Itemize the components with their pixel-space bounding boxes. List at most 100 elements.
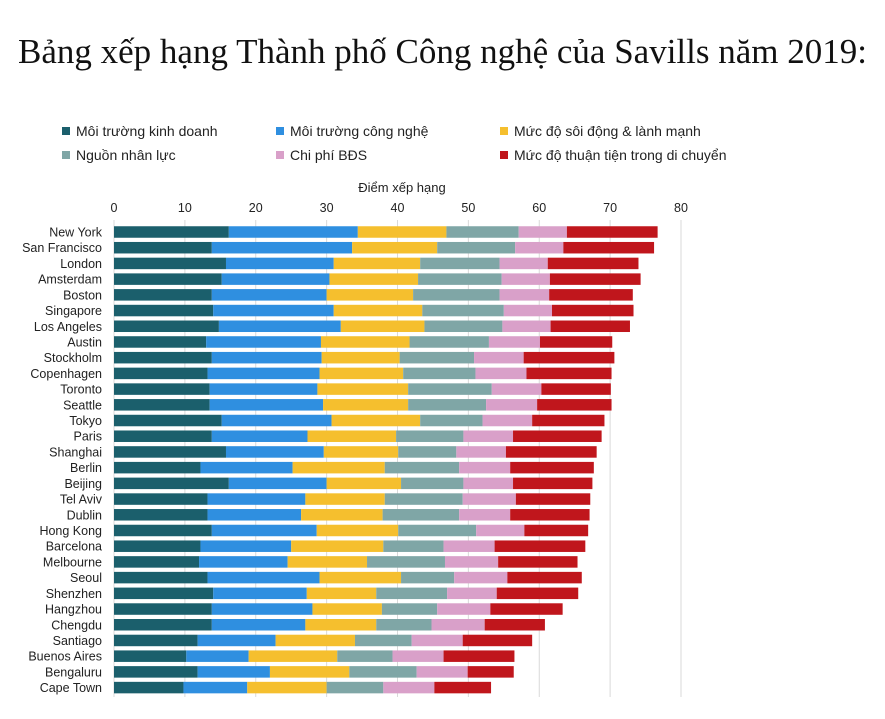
legend-item: Môi trường công nghệ — [276, 122, 428, 140]
bar-segment — [316, 524, 399, 537]
bar-segment — [376, 587, 448, 600]
bar-segment — [409, 336, 489, 348]
bar-segment — [248, 650, 338, 662]
bar-segment — [537, 399, 612, 411]
bar-segment — [301, 509, 383, 521]
bar-segment — [292, 461, 385, 474]
bar-segment — [467, 666, 514, 678]
bar-segment — [114, 571, 208, 584]
bar-segment — [329, 273, 419, 285]
bar-segment — [197, 666, 270, 678]
bar-segment — [459, 509, 511, 521]
bar-segment — [114, 320, 219, 333]
bar-segment — [114, 477, 229, 490]
bar-segment — [392, 650, 444, 662]
bar-segment — [199, 556, 288, 568]
bar-segment — [499, 289, 550, 301]
bar-segment — [323, 399, 409, 411]
legend-swatch — [62, 127, 70, 135]
bar-segment — [422, 304, 504, 317]
legend-item: Nguồn nhân lực — [62, 146, 176, 164]
bar-segment — [431, 619, 485, 631]
category-label: Santiago — [53, 634, 102, 648]
bar-segment — [114, 414, 222, 427]
bar-segment — [197, 634, 276, 647]
bar-segment — [437, 603, 491, 615]
legend-label: Môi trường kinh doanh — [76, 123, 218, 139]
x-tick-label: 30 — [320, 201, 334, 215]
bar-segment — [114, 587, 214, 600]
x-tick-label: 50 — [461, 201, 475, 215]
bar-segment — [490, 603, 563, 615]
category-label: San Francisco — [22, 241, 102, 255]
bar-segment — [114, 446, 226, 458]
bar-segment — [463, 477, 514, 490]
legend-label: Mức độ thuận tiện trong di chuyển — [514, 147, 727, 163]
bar-segment — [505, 446, 597, 458]
category-label: Tokyo — [69, 414, 102, 428]
category-label: Toronto — [60, 383, 102, 397]
bar-segment — [114, 273, 222, 285]
bar-segment — [403, 367, 476, 380]
bar-segment — [211, 603, 313, 615]
bar-segment — [305, 493, 385, 505]
bar-segment — [354, 634, 412, 647]
bar-segment — [218, 320, 341, 333]
bar-segment — [319, 571, 402, 584]
bar-segment — [498, 556, 578, 568]
bar-segment — [207, 493, 306, 505]
bar-segment — [114, 681, 184, 694]
category-label: Shanghai — [49, 445, 102, 459]
legend-swatch — [62, 151, 70, 159]
bar-segment — [228, 226, 358, 238]
bar-segment — [228, 477, 327, 490]
bar-segment — [456, 446, 506, 458]
bar-segment — [291, 540, 384, 552]
bar-segment — [510, 509, 590, 521]
bar-segment — [401, 571, 455, 584]
bar-segment — [114, 351, 212, 364]
bar-segment — [552, 304, 634, 317]
bar-segment — [209, 399, 324, 411]
bar-segment — [454, 571, 508, 584]
bar-segment — [502, 320, 551, 333]
bar-segment — [221, 414, 332, 427]
bar-segment — [549, 273, 641, 285]
category-label: Boston — [63, 288, 102, 302]
category-label: Beijing — [64, 477, 102, 491]
bar-segment — [507, 571, 582, 584]
bar-segment — [420, 414, 483, 427]
bar-segment — [186, 650, 249, 662]
bar-segment — [323, 446, 399, 458]
bar-segment — [337, 650, 393, 662]
bar-segment — [114, 461, 201, 474]
chart-title: Bảng xếp hạng Thành phố Công nghệ của Sa… — [18, 32, 867, 71]
bar-segment — [114, 634, 198, 647]
bar-segment — [549, 289, 633, 301]
bar-segment — [443, 540, 495, 552]
bar-segment — [566, 226, 658, 238]
bar-segment — [462, 493, 516, 505]
category-label: Barcelona — [46, 540, 102, 554]
bar-segment — [114, 524, 212, 537]
category-label: Amsterdam — [38, 273, 102, 287]
bar-segment — [114, 241, 212, 254]
category-label: New York — [49, 226, 103, 240]
bar-segment — [333, 304, 423, 317]
bar-segment — [207, 571, 320, 584]
bar-segment — [275, 634, 355, 647]
bar-segment — [510, 461, 594, 474]
bar-segment — [420, 257, 500, 270]
bar-segment — [381, 603, 438, 615]
bar-segment — [114, 289, 212, 301]
bar-segment — [547, 257, 639, 270]
bar-segment — [496, 587, 579, 600]
x-axis-title: Điểm xếp hạng — [358, 180, 445, 195]
bar-segment — [474, 351, 524, 364]
category-label: Seoul — [70, 571, 102, 585]
bar-segment — [114, 399, 210, 411]
bar-segment — [443, 650, 515, 662]
bar-segment — [384, 461, 460, 474]
bar-segment — [211, 524, 317, 537]
bar-segment — [376, 619, 432, 631]
